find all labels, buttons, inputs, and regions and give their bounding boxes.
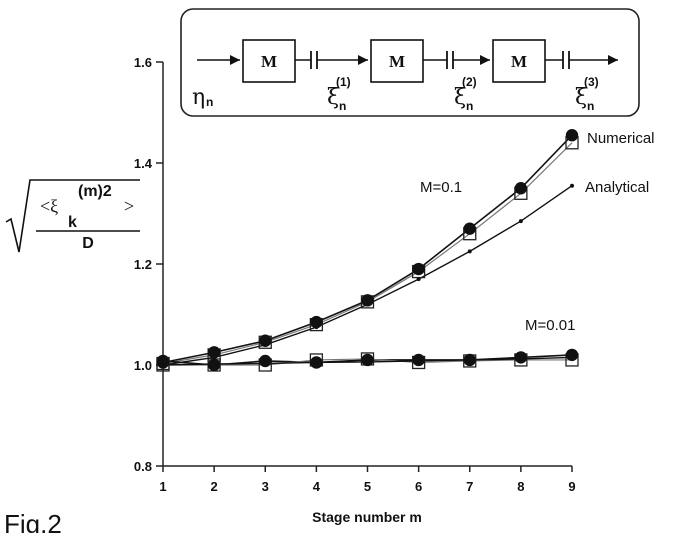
series-0-point-3	[310, 315, 323, 329]
series-layer	[156, 129, 579, 372]
x-tick-label-2: 3	[262, 479, 269, 494]
series-0-point-5	[412, 262, 425, 276]
module-box-3	[492, 39, 546, 83]
series-5-point-4	[365, 359, 370, 364]
series-5-point-2	[263, 361, 268, 366]
diagram-variables: η n ξ n (1) ξ n (2) ξ n (3)	[192, 75, 599, 113]
label-m-high: M=0.1	[420, 179, 462, 196]
series-5-point-6	[467, 357, 472, 362]
series-0-point-6	[463, 222, 476, 235]
y-ticks: 0.8 1.0 1.2 1.4 1.6	[134, 55, 163, 474]
series-3-point-0	[156, 354, 170, 368]
series-5-point-5	[416, 358, 421, 363]
capacitor-gap-3	[563, 52, 569, 68]
arrowhead-stage-2	[480, 55, 490, 65]
y-tick-label-1: 1.0	[134, 358, 152, 373]
diagram-arrows	[197, 55, 618, 65]
y-tick-label-2: 1.2	[134, 257, 152, 272]
series-5-point-0	[161, 363, 165, 367]
series-2-point-4	[365, 302, 370, 307]
output-1-sub: n	[339, 99, 346, 113]
series-5-point-8	[570, 355, 574, 360]
x-ticks: 1 2 3 4 5 6 7 8 9	[159, 466, 576, 494]
output-1-sup: (1)	[336, 75, 351, 89]
series-5-point-1	[212, 361, 217, 366]
block-diagram: M M M η n ξ n (1) ξ n (2) ξ n (3)	[180, 8, 640, 117]
capacitor-symbols	[310, 51, 570, 69]
series-0-point-7	[514, 182, 528, 195]
series-2-point-2	[263, 342, 268, 347]
x-tick-label-1: 2	[211, 479, 218, 494]
x-tick-label-6: 7	[466, 479, 473, 494]
arrowhead-input	[230, 55, 240, 65]
capacitor-gap-2	[447, 52, 453, 68]
y-tick-label-0: 0.8	[134, 459, 152, 474]
figure-label: Fig.2	[4, 509, 62, 533]
x-tick-label-0: 1	[159, 479, 166, 494]
input-eta-sub: n	[206, 95, 213, 109]
x-tick-label-8: 9	[568, 479, 575, 494]
input-eta-symbol: η	[192, 85, 205, 110]
label-m-low: M=0.01	[525, 317, 575, 334]
radical-sign	[5, 179, 140, 253]
series-0-point-8	[565, 129, 579, 142]
module-box-2	[370, 39, 424, 83]
arrowhead-stage-1	[358, 55, 368, 65]
series-2-point-5	[416, 277, 421, 282]
diagram-boxes: M M M	[242, 39, 546, 83]
capacitor-gap-1	[311, 52, 317, 68]
ylabel-denominator: D	[82, 235, 94, 252]
x-tick-label-4: 5	[364, 479, 371, 494]
series-5-point-7	[518, 356, 523, 361]
module-box-1	[242, 39, 296, 83]
x-tick-label-7: 8	[517, 479, 524, 494]
ylabel-sub: k	[68, 214, 77, 231]
x-tick-label-5: 6	[415, 479, 422, 494]
ylabel-close: >	[124, 196, 134, 216]
series-2-point-7	[518, 219, 523, 224]
x-tick-label-3: 4	[313, 479, 321, 494]
ylabel-open: <ξ	[40, 196, 58, 216]
y-axis-label: <ξ k (m)2 > D	[5, 179, 140, 253]
series-0-point-1	[207, 346, 221, 359]
series-3-point-8	[565, 348, 579, 362]
module-box-3-label: M	[511, 52, 527, 71]
output-1-symbol: ξ	[327, 85, 339, 110]
ylabel-sup: (m)2	[78, 183, 112, 200]
series-0-point-2	[259, 334, 272, 347]
series-3-point-2	[259, 354, 272, 368]
series-2-point-6	[467, 249, 472, 254]
series-2-point-3	[314, 325, 319, 330]
series-3-point-4	[361, 353, 374, 367]
module-box-1-label: M	[261, 52, 277, 71]
label-numerical: Numerical	[587, 130, 655, 147]
output-2-sub: n	[466, 99, 473, 113]
y-tick-label-4: 1.6	[134, 55, 152, 70]
output-3-sub: n	[587, 99, 594, 113]
arrowhead-stage-3	[608, 55, 618, 65]
y-tick-label-3: 1.4	[134, 156, 153, 171]
x-axis-title: Stage number m	[312, 509, 422, 525]
output-2-symbol: ξ	[454, 85, 466, 110]
output-3-symbol: ξ	[575, 85, 587, 110]
label-analytical: Analytical	[585, 179, 649, 196]
module-box-2-label: M	[389, 52, 405, 71]
output-2-sup: (2)	[462, 75, 477, 89]
series-5-point-3	[314, 360, 319, 365]
series-2-point-8	[570, 183, 574, 188]
series-2-point-1	[212, 355, 217, 360]
output-3-sup: (3)	[584, 75, 599, 89]
series-0-point-4	[361, 294, 374, 307]
